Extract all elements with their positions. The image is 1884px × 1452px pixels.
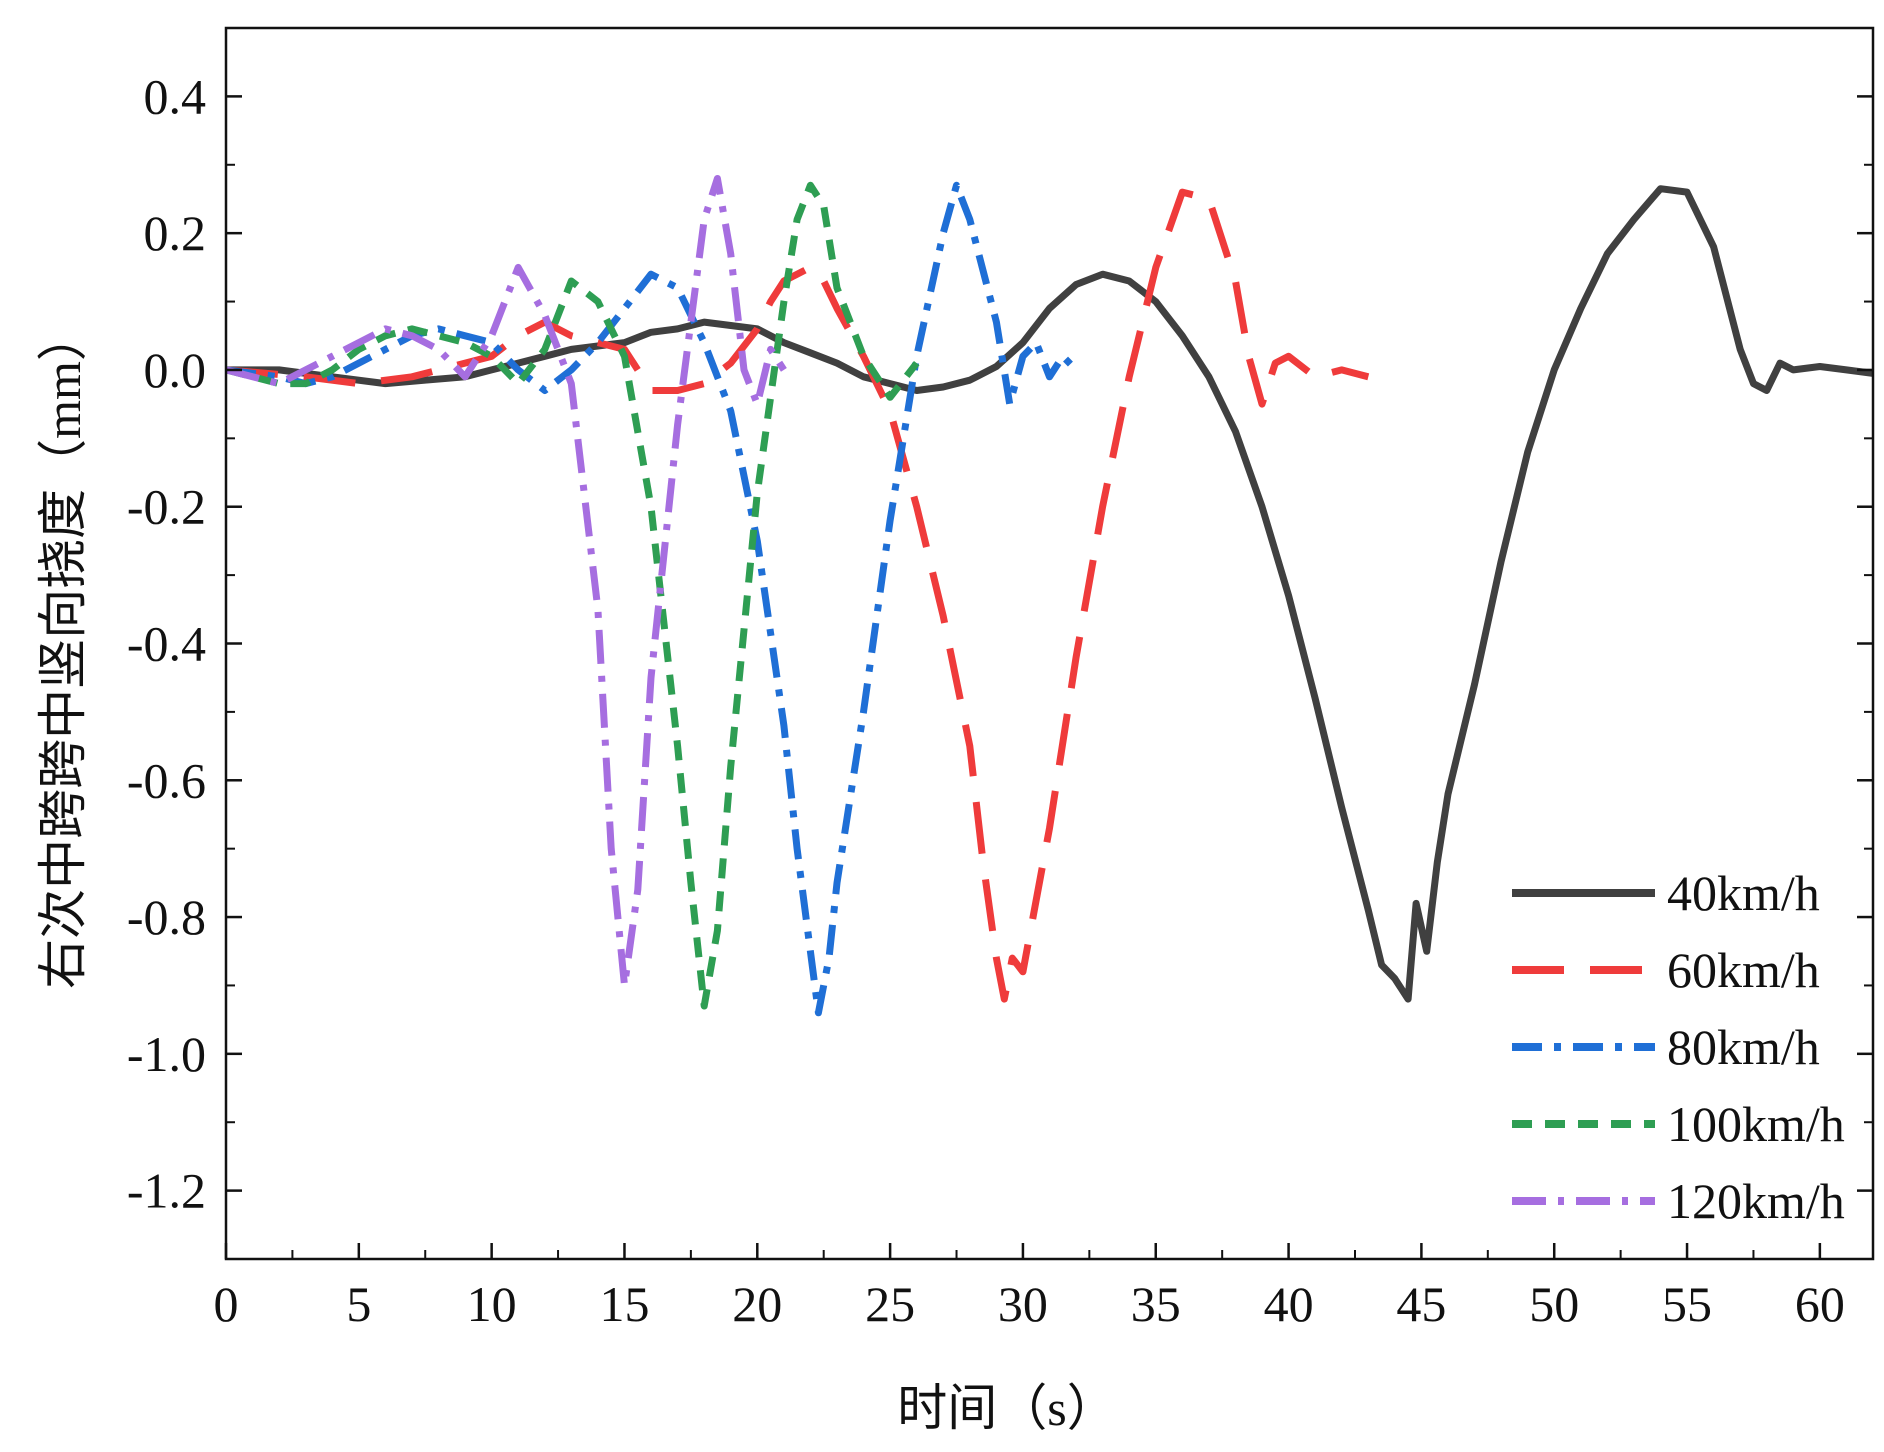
x-tick-label: 45 [1396, 1276, 1446, 1332]
x-tick-label: 0 [214, 1276, 239, 1332]
x-axis-title: 时间（s） [897, 1380, 1116, 1436]
y-tick-label: -0.6 [127, 752, 206, 808]
y-tick-label: -1.2 [127, 1163, 206, 1219]
x-tick-label: 30 [998, 1276, 1048, 1332]
y-tick-label: 0.0 [144, 342, 207, 398]
y-tick-label: -0.2 [127, 479, 206, 535]
legend-label: 40km/h [1667, 865, 1820, 921]
y-tick-label: 0.2 [144, 205, 207, 261]
x-tick-label: 35 [1131, 1276, 1181, 1332]
x-tick-label: 60 [1795, 1276, 1845, 1332]
y-axis-title: 右次中跨跨中竖向挠度（mm） [35, 311, 91, 989]
series-line-100km/h [225, 181, 920, 1010]
plot-frame [224, 26, 1875, 1261]
plot-border [224, 26, 1875, 1261]
y-tick-label: -1.0 [127, 1026, 206, 1082]
x-tick-label: 10 [467, 1276, 517, 1332]
series-line-40km/h [226, 185, 1874, 1003]
x-tick-label: 5 [346, 1276, 371, 1332]
series-line-60km/h [225, 188, 1370, 1003]
x-tick-label: 15 [599, 1276, 649, 1332]
series-lines [225, 175, 1874, 1017]
legend-label: 80km/h [1667, 1019, 1820, 1075]
series-line-80km/h [225, 181, 1079, 1017]
y-tick-label: -0.8 [127, 889, 206, 945]
x-tick-label: 40 [1264, 1276, 1314, 1332]
legend-label: 120km/h [1667, 1173, 1845, 1229]
legend-label: 60km/h [1667, 942, 1820, 998]
x-tick-label: 20 [732, 1276, 782, 1332]
x-tick-label: 55 [1662, 1276, 1712, 1332]
series-line-120km/h [225, 175, 787, 989]
legend: 40km/h 60km/h 80km/h 100km/h 120km/h [1512, 865, 1845, 1229]
y-tick-label: -0.4 [127, 616, 206, 672]
x-tick-label: 50 [1529, 1276, 1579, 1332]
x-tick-label: 25 [865, 1276, 915, 1332]
axis-ticks: 0 5 10 15 20 25 30 35 40 45 50 55 60 0.4 0.2 0.0 -0.2 -0.… [127, 27, 1873, 1332]
y-tick-label: 0.4 [144, 68, 207, 124]
legend-label: 100km/h [1667, 1096, 1845, 1152]
